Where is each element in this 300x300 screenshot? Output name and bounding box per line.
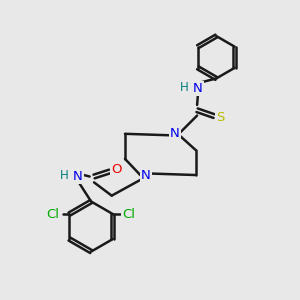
- Text: S: S: [217, 111, 225, 124]
- Text: N: N: [170, 127, 180, 140]
- Text: H: H: [60, 169, 69, 182]
- Text: N: N: [73, 170, 83, 183]
- Text: O: O: [111, 163, 122, 176]
- Text: N: N: [141, 169, 151, 182]
- Text: Cl: Cl: [122, 208, 136, 220]
- Text: N: N: [193, 82, 203, 95]
- Text: H: H: [180, 81, 189, 94]
- Text: Cl: Cl: [47, 208, 60, 220]
